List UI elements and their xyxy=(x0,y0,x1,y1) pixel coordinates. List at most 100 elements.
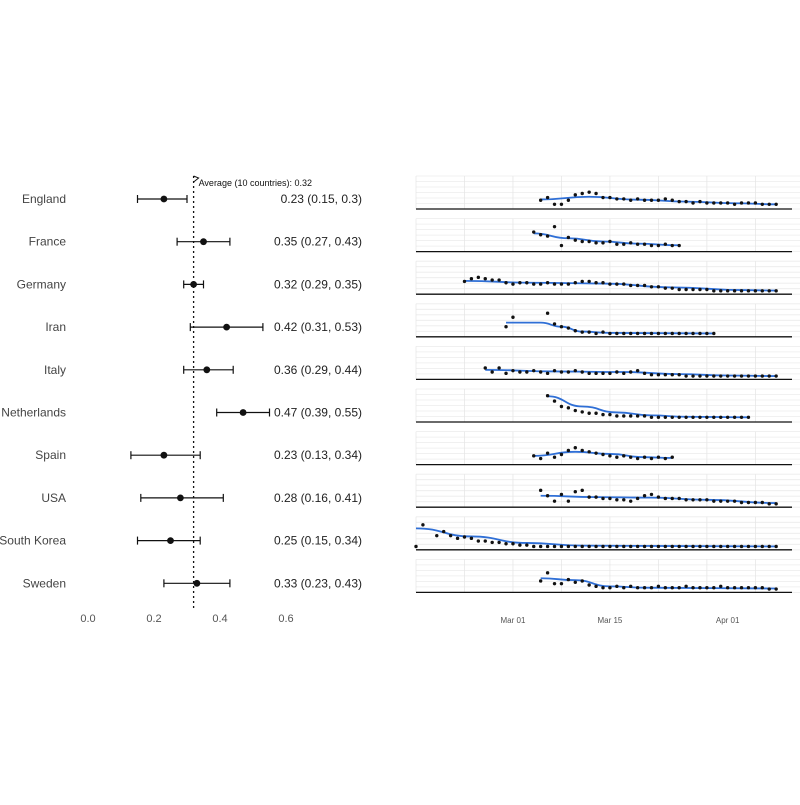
data-point xyxy=(774,202,778,206)
data-point xyxy=(677,415,681,419)
data-point xyxy=(594,281,598,285)
data-point xyxy=(691,415,695,419)
data-point xyxy=(719,499,723,503)
data-point xyxy=(608,371,612,376)
estimate-point xyxy=(239,409,247,416)
data-point xyxy=(732,544,737,549)
data-point xyxy=(552,581,557,586)
data-point xyxy=(739,500,744,505)
panel-grid xyxy=(415,218,800,253)
x-tick-label: 0.0 xyxy=(80,613,95,625)
data-point xyxy=(698,415,702,419)
data-point xyxy=(642,544,647,549)
data-point xyxy=(649,331,654,336)
data-point xyxy=(698,331,702,336)
data-point xyxy=(691,201,695,205)
data-point xyxy=(566,370,571,374)
data-point xyxy=(677,243,681,248)
data-point xyxy=(760,500,764,505)
data-point xyxy=(656,285,661,289)
estimate-label: 0.28 (0.16, 0.41) xyxy=(274,491,362,505)
data-point xyxy=(497,366,501,370)
data-point xyxy=(725,374,730,378)
estimate-point xyxy=(190,281,198,288)
data-point xyxy=(760,586,764,590)
time-series-panel xyxy=(415,260,800,295)
data-point xyxy=(538,198,543,202)
data-point xyxy=(635,331,640,336)
data-point xyxy=(739,201,744,205)
data-point xyxy=(656,243,661,248)
data-point xyxy=(573,238,577,242)
data-point xyxy=(642,586,647,590)
data-point xyxy=(677,331,681,336)
data-point xyxy=(691,287,695,292)
data-point xyxy=(462,279,467,284)
country-label: France xyxy=(29,235,67,249)
data-point xyxy=(538,488,543,493)
data-point xyxy=(615,414,619,418)
data-point xyxy=(615,370,619,374)
data-point xyxy=(677,199,681,204)
data-point xyxy=(684,415,688,419)
data-point xyxy=(635,586,640,590)
data-point xyxy=(663,496,668,501)
data-point xyxy=(746,415,751,419)
data-point xyxy=(573,281,577,285)
data-point xyxy=(552,399,557,403)
data-point xyxy=(684,374,688,378)
data-point xyxy=(601,371,605,376)
data-point xyxy=(622,586,626,590)
forest-row: England 0.23 (0.15, 0.3) xyxy=(22,192,362,206)
data-point xyxy=(545,451,550,455)
data-point xyxy=(649,456,654,461)
data-point xyxy=(629,370,633,374)
data-point xyxy=(691,544,695,549)
data-point xyxy=(525,370,529,374)
data-point xyxy=(601,281,605,285)
data-point xyxy=(760,289,764,293)
data-point xyxy=(601,496,605,501)
data-point xyxy=(739,415,744,419)
forest-row: USA 0.28 (0.16, 0.41) xyxy=(41,491,362,505)
panel-grid xyxy=(415,431,800,466)
data-point xyxy=(642,242,647,246)
data-point xyxy=(566,282,571,286)
estimate-label: 0.36 (0.29, 0.44) xyxy=(274,363,362,377)
country-label: Spain xyxy=(35,448,66,462)
data-point xyxy=(670,415,674,419)
data-point xyxy=(642,494,647,498)
forest-row: Netherlands 0.47 (0.39, 0.55) xyxy=(1,406,362,420)
data-point xyxy=(587,279,591,284)
estimate-label: 0.47 (0.39, 0.55) xyxy=(274,406,362,420)
data-point xyxy=(753,544,758,549)
data-point xyxy=(725,415,730,419)
data-point xyxy=(698,498,702,502)
data-point xyxy=(622,331,626,336)
data-point xyxy=(656,544,661,549)
data-point xyxy=(635,544,640,549)
data-point xyxy=(635,283,640,288)
data-point xyxy=(552,282,557,286)
data-point xyxy=(635,414,640,418)
data-point xyxy=(670,586,674,590)
data-point xyxy=(525,281,529,285)
data-point xyxy=(698,544,702,549)
time-series-panel xyxy=(415,175,800,210)
data-point xyxy=(490,278,494,282)
data-point xyxy=(573,446,577,450)
data-point xyxy=(594,584,598,589)
data-point xyxy=(608,331,612,336)
data-point xyxy=(511,282,515,286)
data-point xyxy=(580,544,584,549)
data-point xyxy=(642,198,647,202)
data-point xyxy=(559,370,564,374)
data-point xyxy=(767,202,771,206)
data-point xyxy=(504,325,508,329)
data-point xyxy=(656,415,661,419)
data-point xyxy=(739,544,744,549)
data-point xyxy=(469,536,474,541)
data-point xyxy=(732,202,737,206)
data-point xyxy=(587,371,591,376)
